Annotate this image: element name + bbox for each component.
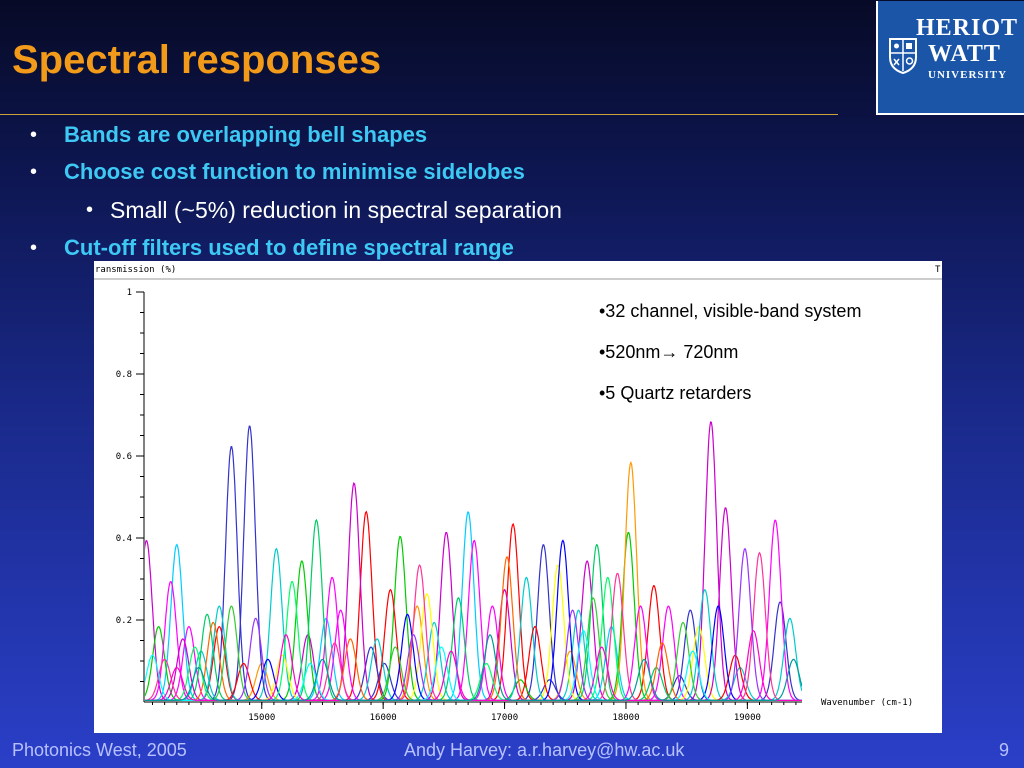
series-line-2 xyxy=(145,510,802,701)
sub-bullet-item-reduction: Small (~5%) reduction in spectral separa… xyxy=(110,197,562,223)
chart-curves xyxy=(145,421,802,701)
heriot-watt-logo: HERIOT WATT UNIVERSITY xyxy=(876,1,1024,115)
footer-conference: Photonics West, 2005 xyxy=(12,740,187,760)
series-line-3 xyxy=(145,511,802,701)
chart-labels: 0.2 0.4 0.6 0.8 1 15000 16000 17000 18000 19000 ra… xyxy=(95,265,941,723)
footer-author: Andy Harvey: a.r.harvey@hw.ac.uk xyxy=(404,740,685,760)
top-right-label: T xyxy=(935,265,941,275)
series-line-24 xyxy=(145,634,802,701)
chart-svg: 0.2 0.4 0.6 0.8 1 15000 16000 17000 18000 19000 ra… xyxy=(94,265,942,723)
bullet-item-bands: Bands are overlapping bell shapes xyxy=(64,122,428,147)
y-tick-label: 1 xyxy=(127,288,132,298)
sub-bullet-marker: • xyxy=(86,199,94,221)
title-divider xyxy=(0,114,838,115)
footer-page-number: 9 xyxy=(999,740,1010,760)
series-line-14 xyxy=(145,576,802,701)
spectral-response-chart: 0.2 0.4 0.6 0.8 1 15000 16000 17000 18000 19000 ra… xyxy=(94,261,942,733)
bullet-item-cost-function: Choose cost function to minimise sidelob… xyxy=(64,159,525,184)
logo-heriot-text: HERIOT xyxy=(916,15,1019,41)
bullet-marker: • xyxy=(30,237,38,259)
annotation-wavelength-range: •520nm→ 720nm xyxy=(599,342,739,362)
x-tick-label: 15000 xyxy=(248,713,275,723)
annotation-retarders: •5 Quartz retarders xyxy=(599,383,752,403)
university-crest-icon xyxy=(889,38,917,75)
bullet-marker: • xyxy=(30,161,38,183)
y-tick-label: 0.2 xyxy=(116,616,132,626)
logo-university-text: UNIVERSITY xyxy=(928,69,1008,81)
chart-axes xyxy=(94,278,942,709)
annotation-channels: •32 channel, visible-band system xyxy=(599,301,862,321)
x-axis-label: Wavenumber (cm-1) xyxy=(821,698,913,708)
y-axis-label: ransmission (%) xyxy=(95,265,176,275)
y-tick-label: 0.6 xyxy=(116,452,132,462)
y-tick-label: 0.4 xyxy=(116,534,132,544)
x-tick-label: 18000 xyxy=(612,713,639,723)
bullet-marker: • xyxy=(30,124,38,146)
y-tick-label: 0.8 xyxy=(116,370,132,380)
bullet-item-cutoff-filters: Cut-off filters used to define spectral … xyxy=(64,235,514,260)
x-tick-label: 16000 xyxy=(370,713,397,723)
x-tick-label: 17000 xyxy=(491,713,518,723)
slide-title: Spectral responses xyxy=(12,38,382,82)
logo-watt-text: WATT xyxy=(928,41,1001,67)
x-tick-label: 19000 xyxy=(734,713,761,723)
